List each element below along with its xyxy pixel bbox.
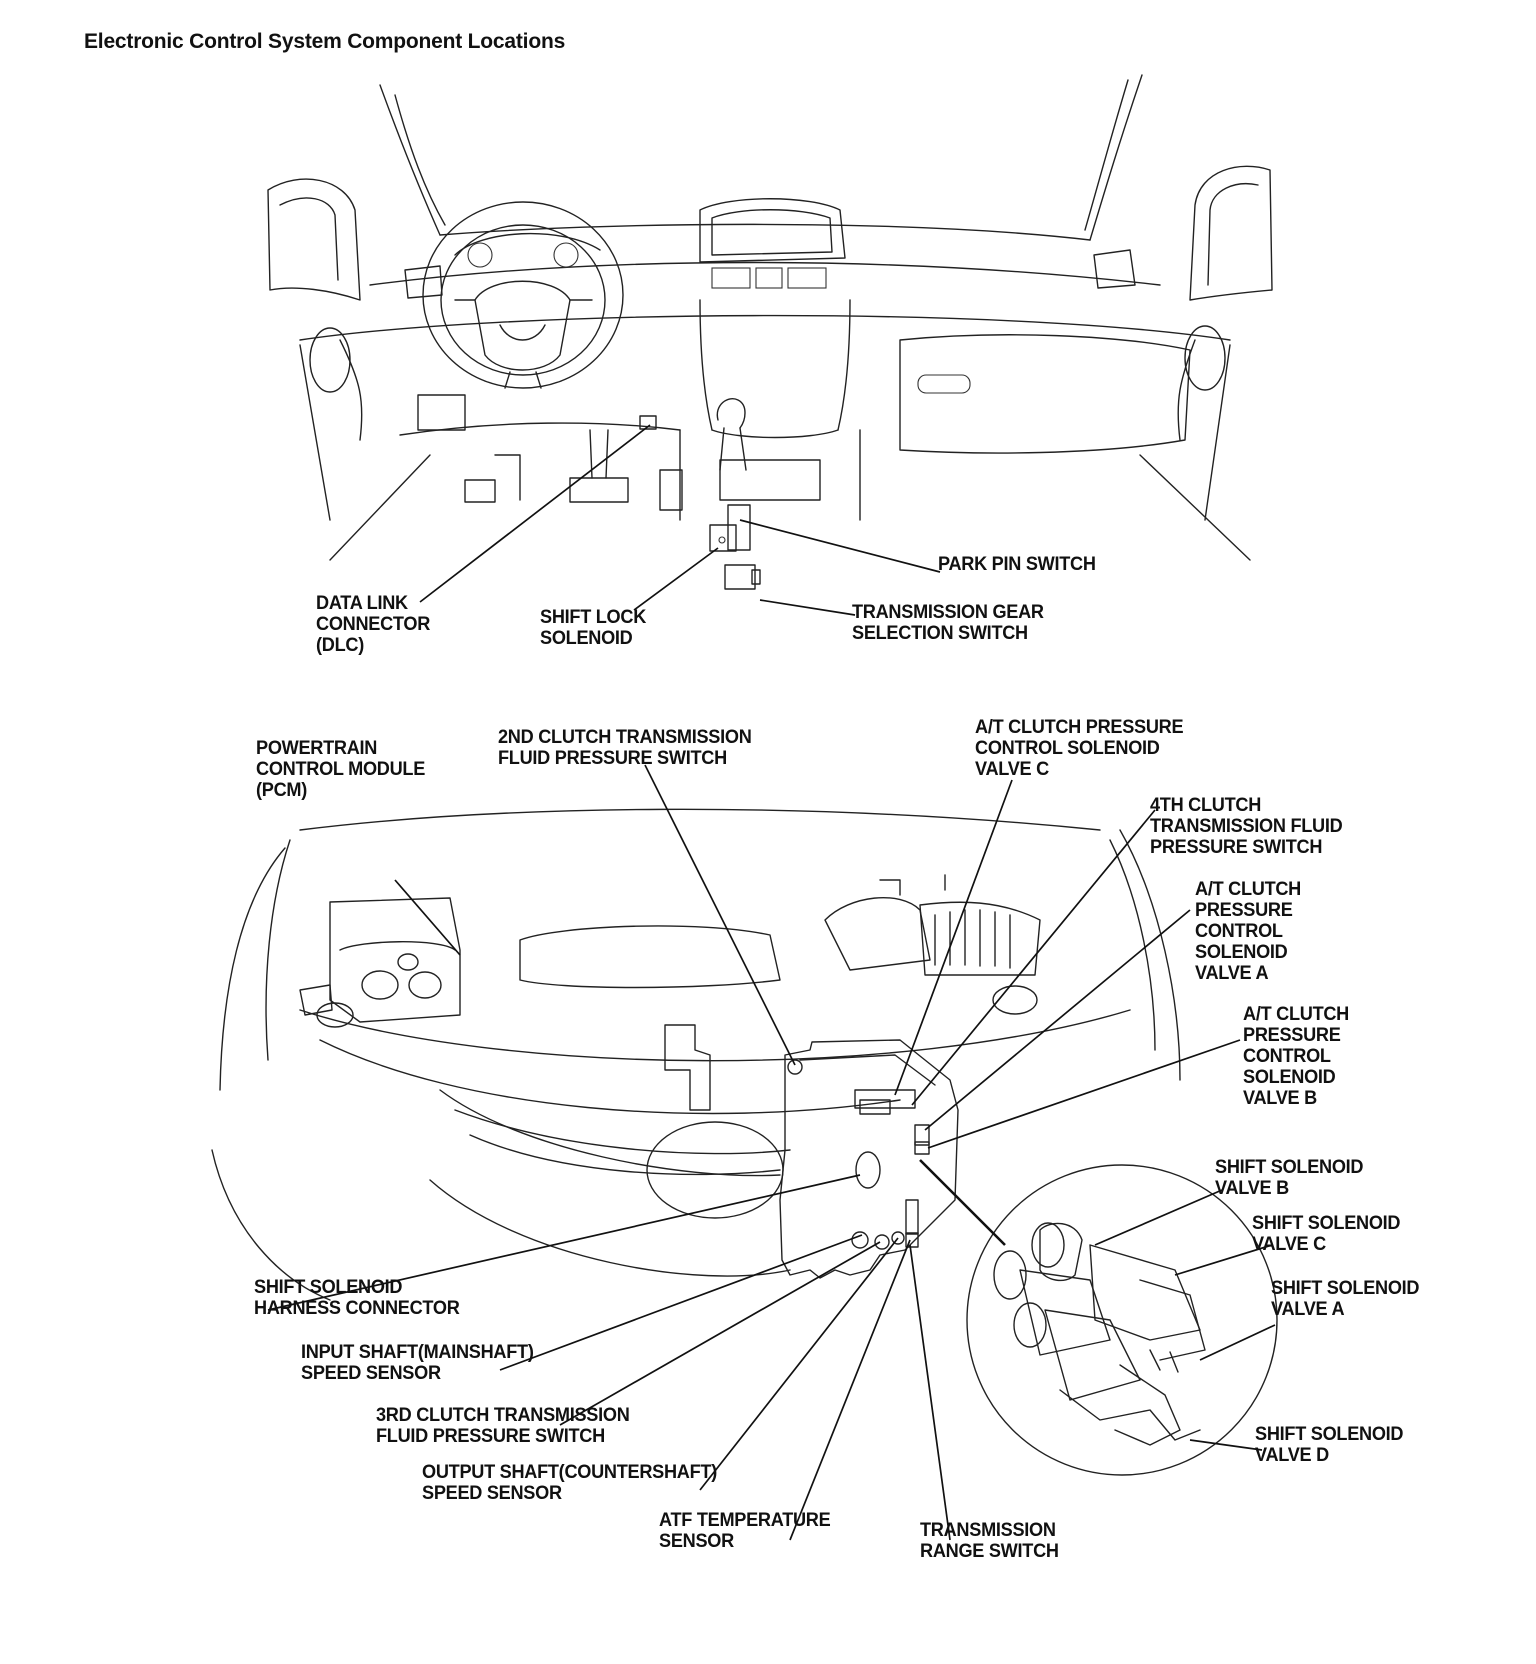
label-shift-solenoid-d: SHIFT SOLENOID VALVE D <box>1255 1423 1404 1466</box>
label-data-link-connector: DATA LINK CONNECTOR (DLC) <box>316 592 431 656</box>
label-at-clutch-valve-a: A/T CLUTCH PRESSURE CONTROL SOLENOID VAL… <box>1195 878 1302 984</box>
label-4th-clutch-switch: 4TH CLUTCH TRANSMISSION FLUID PRESSURE S… <box>1150 794 1343 858</box>
label-shift-solenoid-c: SHIFT SOLENOID VALVE C <box>1252 1212 1401 1255</box>
label-pcm: POWERTRAIN CONTROL MODULE (PCM) <box>256 737 426 801</box>
label-3rd-clutch-switch: 3RD CLUTCH TRANSMISSION FLUID PRESSURE S… <box>376 1404 630 1447</box>
label-shift-solenoid-a: SHIFT SOLENOID VALVE A <box>1271 1277 1420 1320</box>
label-transmission-range-switch: TRANSMISSION RANGE SWITCH <box>920 1519 1059 1562</box>
label-shift-lock-solenoid: SHIFT LOCK SOLENOID <box>540 606 647 649</box>
label-at-clutch-valve-c: A/T CLUTCH PRESSURE CONTROL SOLENOID VAL… <box>975 716 1184 780</box>
label-shift-solenoid-b: SHIFT SOLENOID VALVE B <box>1215 1156 1364 1199</box>
page-title: Electronic Control System Component Loca… <box>84 30 566 53</box>
engine-bay-illustration <box>211 808 1278 1476</box>
dashboard-illustration <box>267 74 1273 590</box>
label-input-shaft-sensor: INPUT SHAFT(MAINSHAFT) SPEED SENSOR <box>301 1341 534 1384</box>
label-atf-temperature-sensor: ATF TEMPERATURE SENSOR <box>659 1509 831 1552</box>
label-shift-solenoid-harness: SHIFT SOLENOID HARNESS CONNECTOR <box>254 1276 460 1319</box>
label-park-pin-switch: PARK PIN SWITCH <box>938 553 1096 575</box>
label-2nd-clutch-switch: 2ND CLUTCH TRANSMISSION FLUID PRESSURE S… <box>498 726 752 769</box>
leader-lines <box>267 424 1276 1541</box>
label-output-shaft-sensor: OUTPUT SHAFT(COUNTERSHAFT) SPEED SENSOR <box>422 1461 717 1504</box>
label-transmission-gear-selection-switch: TRANSMISSION GEAR SELECTION SWITCH <box>852 601 1044 644</box>
label-at-clutch-valve-b: A/T CLUTCH PRESSURE CONTROL SOLENOID VAL… <box>1243 1003 1350 1109</box>
